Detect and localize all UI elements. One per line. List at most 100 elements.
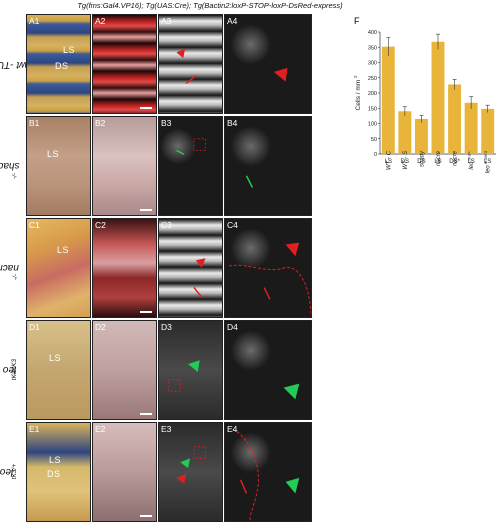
- panel-label: E3: [161, 424, 172, 434]
- y-tick-label: 300: [368, 61, 377, 67]
- red-arrowhead: [273, 67, 288, 82]
- x-tick-label: LS: [467, 159, 474, 165]
- bar: [448, 84, 462, 154]
- y-tick-label: 0: [374, 152, 377, 158]
- panel-e3: E3: [158, 422, 223, 522]
- y-tick-label: 200: [368, 91, 377, 97]
- panel-b4: B4: [224, 116, 312, 216]
- tissue-label-ls: LS: [57, 245, 70, 255]
- panel-label: E4: [227, 424, 238, 434]
- panel-label: D2: [95, 322, 106, 332]
- scale-bar: [140, 107, 152, 109]
- bar: [481, 108, 495, 154]
- panel-label: A3: [161, 16, 172, 26]
- y-axis-label-text: Cells / mm 2: [353, 75, 362, 111]
- panel-label: C2: [95, 220, 106, 230]
- panel-label: A2: [95, 16, 106, 26]
- red-arrow: [193, 286, 203, 298]
- inset-box: [193, 138, 206, 151]
- boundary-line: [232, 428, 259, 521]
- x-tick-label: DS*: [449, 159, 460, 165]
- row-label-e: leo tK3/+: [0, 464, 19, 480]
- panel-c3: C3: [158, 218, 223, 318]
- panel-c4: C4: [224, 218, 312, 318]
- bar-name: leo tK3/tK3: [483, 150, 492, 173]
- red-arrowhead: [285, 242, 300, 257]
- bar-name: shady: [419, 150, 425, 167]
- arrow-overlay: [176, 48, 197, 84]
- y-tick-label: 50: [371, 137, 377, 143]
- panel-a2: A2: [92, 14, 157, 114]
- panel-label: C1: [29, 220, 40, 230]
- panel-a4: A4: [224, 14, 312, 114]
- red-arrowhead: [176, 473, 187, 484]
- bar: [398, 111, 412, 154]
- panel-c1: C1 LS: [26, 218, 91, 318]
- panel-label: B3: [161, 118, 172, 128]
- tissue-label-ls: LS: [63, 45, 76, 55]
- tissue-label-ls: LS: [47, 149, 60, 159]
- arrow-overlay: [232, 428, 300, 521]
- row-label-a: wt -TU: [0, 58, 27, 70]
- green-arrowhead: [188, 360, 200, 372]
- arrow-overlay: [228, 242, 311, 315]
- y-tick-label: 400: [368, 30, 377, 36]
- scale-bar: [140, 209, 152, 211]
- bar: [464, 102, 478, 154]
- row-label-b: shady-/-: [0, 160, 20, 180]
- panel-label: C3: [161, 220, 172, 230]
- inset-box: [193, 446, 206, 459]
- bar: [431, 41, 445, 154]
- panel-label: B4: [227, 118, 238, 128]
- bar-name: nacre: [453, 150, 459, 166]
- bar-chart: F 0 50 100 150 200 250 300 350 400 WT - C LS WT - …: [350, 14, 500, 200]
- green-arrow: [176, 149, 185, 156]
- arrow-overlay: [283, 383, 300, 400]
- y-tick-label: 250: [368, 76, 377, 82]
- red-arrow: [239, 479, 248, 494]
- y-tick-label: 150: [368, 106, 377, 112]
- panel-label: B1: [29, 118, 40, 128]
- chart-panel-label: F: [354, 16, 360, 26]
- arrow-overlay: [176, 138, 206, 156]
- panel-d1: D1 LS: [26, 320, 91, 420]
- panel-a1: A1 LS DS: [26, 14, 91, 114]
- green-arrowhead: [180, 458, 191, 469]
- x-tick-label: LS: [434, 159, 441, 165]
- red-arrowhead: [195, 258, 206, 268]
- bar: [414, 118, 428, 154]
- figure-title: Tg(fms:Gal4.VP16); Tg(UAS:Cre); Tg(Bacti…: [77, 1, 343, 10]
- panel-label: E2: [95, 424, 106, 434]
- row-label-c: nacre-/-: [0, 262, 19, 281]
- panel-d2: D2: [92, 320, 157, 420]
- panel-b1: B1 LS: [26, 116, 91, 216]
- boundary-line: [228, 264, 311, 315]
- scale-bar: [140, 413, 152, 415]
- x-tick-label: DS: [417, 159, 425, 165]
- panel-label: B2: [95, 118, 106, 128]
- red-arrow: [263, 287, 271, 300]
- bar-name: WT - S: [403, 151, 409, 170]
- panel-c2: C2: [92, 218, 157, 318]
- green-arrow: [245, 175, 254, 188]
- arrow-overlay: [176, 446, 206, 484]
- tissue-label-ls: LS: [49, 455, 62, 465]
- bar-name: leo tK3/+: [467, 150, 476, 169]
- bar-name: WT - C: [386, 150, 392, 170]
- y-axis-label: Cells / mm 2: [353, 75, 362, 111]
- tissue-label-ds: DS: [55, 61, 69, 71]
- row-label-d: leo tK3/tK3: [3, 359, 19, 381]
- panel-e2: E2: [92, 422, 157, 522]
- x-tick-label: LS: [385, 159, 392, 165]
- panel-label: A4: [227, 16, 238, 26]
- panel-d3: D3: [158, 320, 223, 420]
- bar: [381, 46, 395, 154]
- red-arrow: [185, 75, 197, 84]
- y-tick-label: 100: [368, 122, 377, 128]
- panel-label: D3: [161, 322, 172, 332]
- panel-b3: B3: [158, 116, 223, 216]
- x-tick-label: DS: [401, 159, 409, 165]
- panel-label: D1: [29, 322, 40, 332]
